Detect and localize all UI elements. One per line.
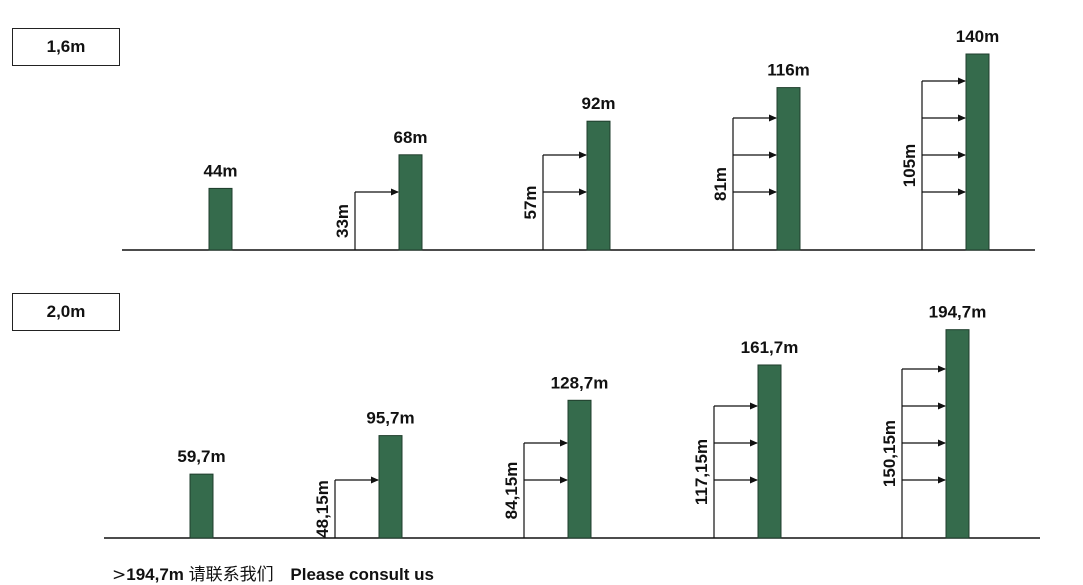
group-label-text: 1,6m xyxy=(46,37,86,56)
spacing-label: 150,15m xyxy=(880,420,899,487)
height-label: 68m xyxy=(393,128,427,147)
height-label: 44m xyxy=(203,161,237,180)
footer-max-value: 194,7m xyxy=(126,565,184,584)
height-label: 59,7m xyxy=(177,447,225,466)
pole xyxy=(776,87,801,251)
spacing-label: 84,15m xyxy=(502,462,521,520)
spacing-label: 57m xyxy=(521,185,540,219)
pole xyxy=(208,187,233,251)
pole xyxy=(965,53,990,251)
height-label: 128,7m xyxy=(551,373,609,392)
pole xyxy=(567,399,592,539)
spacing-label: 81m xyxy=(711,167,730,201)
footer-note: >194,7m 请联系我们 Please consult us xyxy=(112,560,434,585)
group-label-1: 1,6m xyxy=(12,28,120,66)
height-label: 161,7m xyxy=(741,338,799,357)
pole xyxy=(945,329,970,539)
footer-chinese-text: 请联系我们 xyxy=(188,565,274,585)
height-label: 116m xyxy=(767,61,810,80)
group-label-text: 2,0m xyxy=(46,302,86,321)
height-label: 92m xyxy=(581,94,615,113)
pole xyxy=(378,435,403,539)
height-label: 95,7m xyxy=(366,409,414,428)
spacing-label: 117,15m xyxy=(692,439,711,505)
spacing-label: 33m xyxy=(333,204,352,238)
pole xyxy=(398,154,423,251)
pole xyxy=(189,473,214,539)
spacing-label: 105m xyxy=(900,144,919,187)
group-label-2: 2,0m xyxy=(12,293,120,331)
footer-english-text: Please consult us xyxy=(290,565,435,584)
height-label: 140m xyxy=(956,27,999,46)
pole xyxy=(757,364,782,539)
spacing-label: 48,15m xyxy=(313,480,332,538)
pole xyxy=(586,120,611,251)
greater-than-symbol: > xyxy=(112,565,127,585)
height-label: 194,7m xyxy=(929,303,987,322)
